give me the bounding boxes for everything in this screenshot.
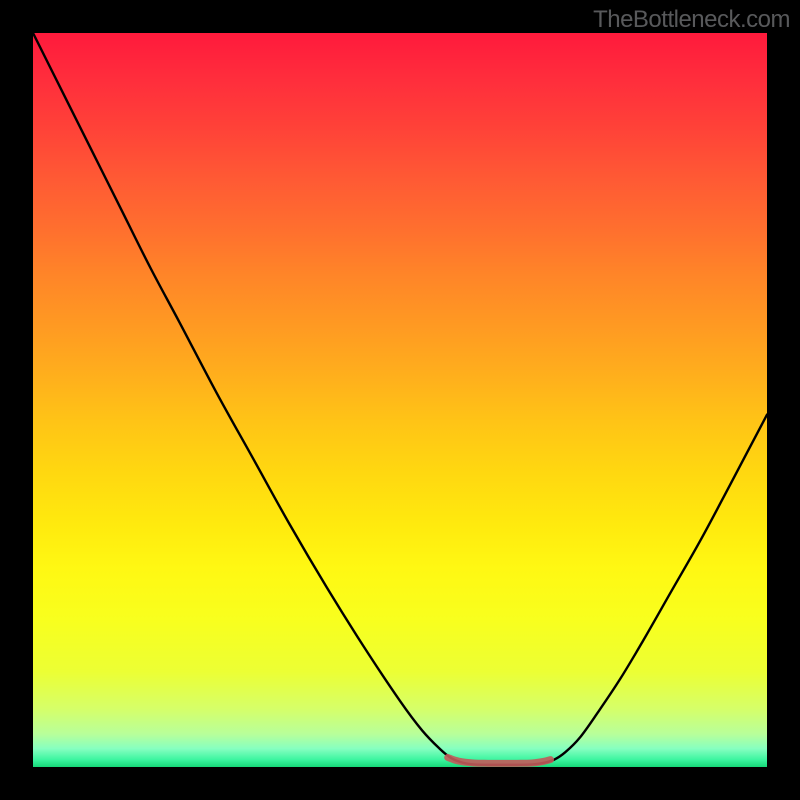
watermark-text: TheBottleneck.com xyxy=(593,6,790,34)
figure-container: TheBottleneck.com xyxy=(0,0,800,800)
plot-area xyxy=(33,33,767,767)
chart-svg xyxy=(33,33,767,767)
gradient-background xyxy=(33,33,767,767)
